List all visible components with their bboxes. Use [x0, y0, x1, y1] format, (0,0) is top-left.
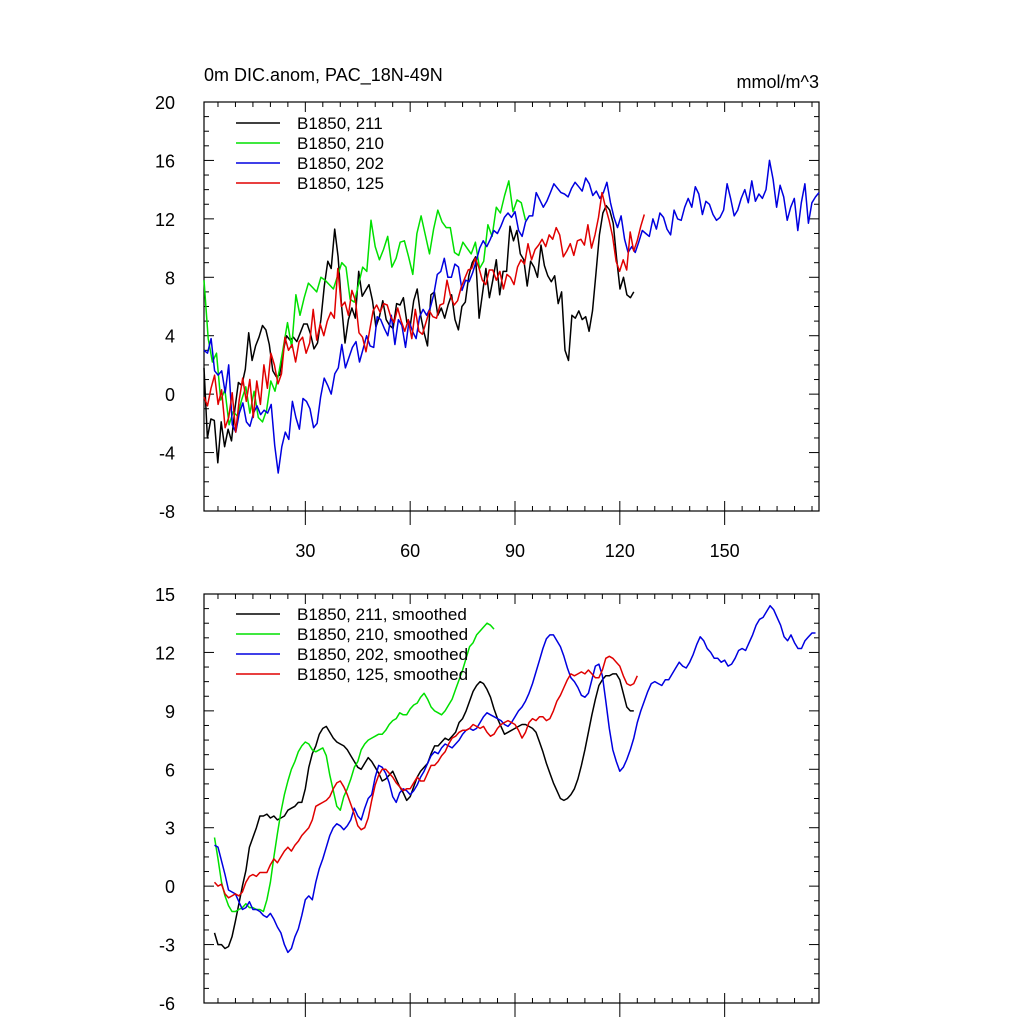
series-line-1 — [213, 622, 495, 913]
legend-label: B1850, 125 — [297, 174, 384, 193]
legend-label: B1850, 202, smoothed — [297, 645, 468, 664]
y-tick-label: 20 — [155, 93, 175, 113]
y-tick-label: 4 — [165, 327, 175, 347]
y-tick-label: 0 — [165, 385, 175, 405]
legend-label: B1850, 211 — [297, 114, 383, 133]
y-tick-label: -3 — [159, 936, 175, 956]
y-tick-label: 3 — [165, 819, 175, 839]
y-tick-label: 8 — [165, 268, 175, 288]
y-tick-label: 15 — [155, 585, 175, 605]
y-tick-label: 9 — [165, 702, 175, 722]
top-chart: 0m DIC.anom, PAC_18N-49N mmol/m^3 -8 -4 0 4… — [155, 65, 820, 561]
x-tick-label: 150 — [710, 541, 740, 561]
series-line-2 — [214, 604, 816, 954]
series-line-3 — [203, 191, 646, 433]
x-tick-label: 120 — [605, 541, 635, 561]
series-line-3 — [213, 655, 638, 899]
y-tick-label: -6 — [159, 994, 175, 1014]
y-tick-label: 6 — [165, 760, 175, 780]
units-label: mmol/m^3 — [737, 72, 819, 92]
x-tick-label: 60 — [400, 541, 420, 561]
y-tick-label: -4 — [159, 444, 175, 464]
y-tick-label: -8 — [159, 502, 175, 522]
chart-title: 0m DIC.anom, PAC_18N-49N — [204, 65, 443, 86]
legend-label: B1850, 211, smoothed — [297, 605, 467, 624]
legend-label: B1850, 210, smoothed — [297, 625, 468, 644]
series-line-0 — [213, 673, 634, 950]
legend-label: B1850, 202 — [297, 154, 384, 173]
series-line-0 — [203, 204, 635, 464]
y-tick-label: 0 — [165, 877, 175, 897]
y-tick-label: 12 — [155, 210, 175, 230]
y-tick-label: 12 — [155, 643, 175, 663]
series-line-2 — [203, 159, 820, 474]
x-tick-label: 90 — [505, 541, 525, 561]
legend-label: B1850, 125, smoothed — [297, 665, 468, 684]
legend-label: B1850, 210 — [297, 134, 384, 153]
y-tick-label: 16 — [155, 151, 175, 171]
series-line-1 — [203, 180, 527, 426]
x-tick-label: 30 — [295, 541, 315, 561]
